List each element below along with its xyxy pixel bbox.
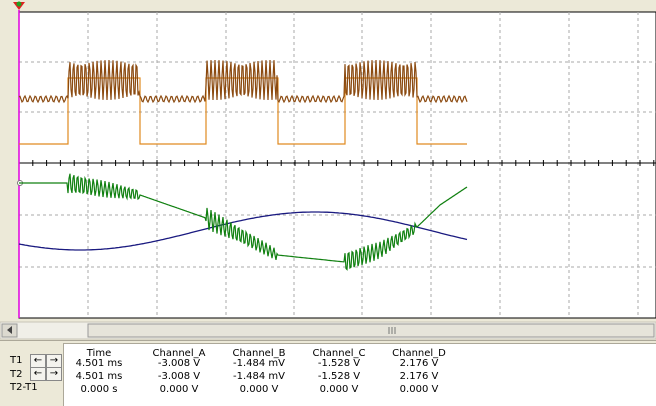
column-header: Channel_B [232, 348, 286, 359]
cell: 0.000 V [319, 384, 359, 395]
cell: -3.008 V [157, 358, 201, 369]
row-label: T2-T1 [10, 382, 38, 393]
cell: -1.484 mV [233, 371, 285, 382]
column-header: Channel_D [392, 348, 446, 359]
waveform-a [18, 59, 468, 104]
waveform-c [19, 173, 468, 271]
cursor-left-button[interactable]: ← [30, 367, 46, 381]
cell: 0.000 V [399, 384, 439, 395]
column-header: Time [86, 348, 112, 359]
cell: -1.484 mV [233, 358, 285, 369]
scroll-thumb[interactable] [87, 323, 655, 338]
cell: -1.528 V [317, 358, 361, 369]
column-header: Channel_C [312, 348, 366, 359]
cell: -1.528 V [317, 371, 361, 382]
row-label: T2 [10, 368, 23, 380]
row-label: T1 [10, 355, 23, 366]
plot-area [18, 11, 656, 319]
cell: -3.008 V [157, 371, 201, 382]
cell: 0.000 V [239, 384, 279, 395]
grip [388, 327, 396, 334]
cell: 2.176 V [399, 358, 439, 369]
cursor-left-button[interactable]: ← [30, 354, 46, 368]
trigger-dot [16, 1, 22, 7]
cell: 0.000 V [159, 384, 199, 395]
cell: 2.176 V [399, 371, 439, 382]
cursor-right-button[interactable]: → [46, 354, 62, 368]
cursor-right-button[interactable]: → [46, 367, 62, 381]
waveform-d [18, 211, 468, 251]
column-header: Channel_A [152, 348, 206, 359]
arrow-icon [7, 326, 12, 334]
cell: 0.000 s [80, 384, 118, 395]
scope-view [0, 0, 656, 340]
cell: 4.501 ms [75, 371, 123, 382]
readout-table: Time Channel_A Channel_B Channel_C Channel_D… [63, 343, 656, 406]
axis-ticks [18, 160, 655, 166]
cell: 4.501 ms [75, 358, 123, 369]
